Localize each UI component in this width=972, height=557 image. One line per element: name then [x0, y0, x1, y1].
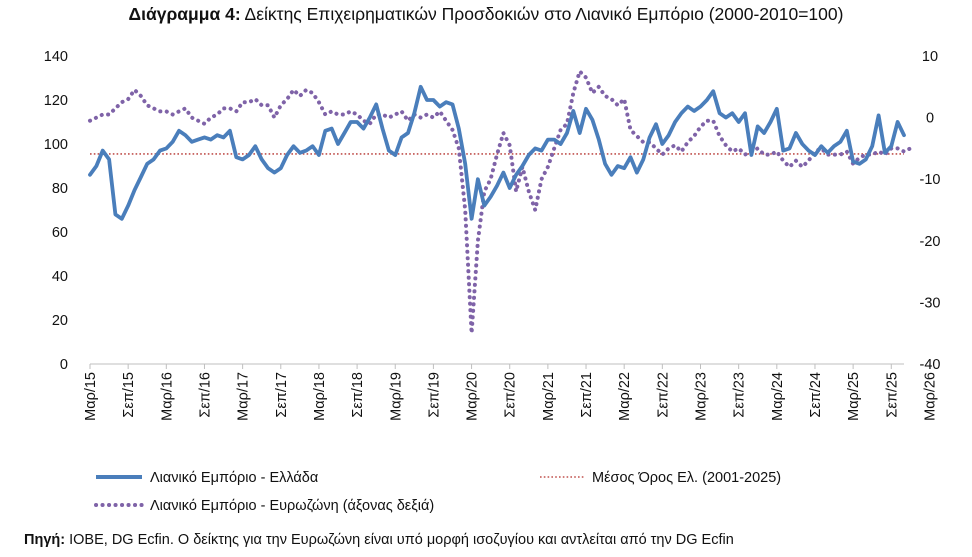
right-tick-label: 0	[926, 111, 934, 127]
chart-title: Διάγραμμα 4: Δείκτης Επιχειρηματικών Προ…	[0, 4, 972, 25]
left-axis-ticks: 0 20 40 60 80 100 120 140	[44, 49, 68, 373]
left-tick-label: 100	[44, 137, 68, 153]
x-tick-label: Μαρ/17	[236, 372, 252, 421]
line-chart: 0 20 40 60 80 100 120 140 -40 -30 -20 -10 0 10 Μαρ/1…	[44, 49, 941, 514]
right-tick-label: -30	[920, 295, 941, 311]
left-tick-label: 60	[52, 225, 68, 241]
left-tick-label: 120	[44, 93, 68, 109]
x-tick-label: Μαρ/15	[83, 372, 99, 421]
x-tick-label: Μαρ/16	[159, 372, 175, 421]
x-tick-label: Μαρ/23	[694, 372, 710, 421]
left-tick-label: 40	[52, 269, 68, 285]
legend-label-greece: Λιανικό Εμπόριο - Ελλάδα	[150, 470, 318, 486]
x-tick-label: Σεπ/18	[350, 372, 366, 418]
x-tick-label: Μαρ/21	[541, 372, 557, 421]
x-tick-label: Σεπ/25	[884, 372, 900, 418]
right-tick-label: 10	[922, 49, 938, 65]
x-tick-label: Σεπ/15	[121, 372, 137, 418]
x-tick-label: Σεπ/17	[274, 372, 290, 418]
right-tick-label: -10	[920, 172, 941, 188]
x-tick-label: Σεπ/21	[579, 372, 595, 418]
x-tick-label: Σεπ/16	[197, 372, 213, 418]
greece-series-layer	[88, 84, 906, 221]
x-axis-ticks: Μαρ/15 Σεπ/15 Μαρ/16 Σεπ/16 Μαρ/17 Σεπ/17 Μαρ/…	[83, 372, 938, 421]
x-tick-label: Μαρ/26	[922, 372, 938, 421]
x-tick-label: Σεπ/19	[426, 372, 442, 418]
x-tick-label: Μαρ/22	[617, 372, 633, 421]
left-tick-label: 20	[52, 313, 68, 329]
source-note: Πηγή: IOBE, DG Ecfin. O δείκτης για την …	[24, 532, 734, 548]
eurozone-series-layer	[88, 67, 913, 334]
x-tick-label: Σεπ/22	[655, 372, 671, 418]
chart-title-label: Διάγραμμα 4:	[128, 4, 241, 24]
legend-label-eurozone: Λιανικό Εμπόριο - Ευρωζώνη (άξονας δεξιά…	[150, 498, 434, 514]
right-axis-ticks: -40 -30 -20 -10 0 10	[920, 49, 941, 373]
series-greece-line	[88, 84, 906, 221]
x-tick-label: Σεπ/24	[808, 372, 824, 418]
right-tick-label: -20	[920, 234, 941, 250]
x-tick-label: Μαρ/19	[388, 372, 404, 421]
source-text: IOBE, DG Ecfin. O δείκτης για την Ευρωζώ…	[65, 532, 734, 548]
x-tick-label: Μαρ/24	[770, 372, 786, 421]
left-tick-label: 0	[60, 357, 68, 373]
legend: Λιανικό Εμπόριο - Ελλάδα Λιανικό Εμπόριο …	[94, 470, 781, 514]
x-tick-label: Μαρ/18	[312, 372, 328, 421]
x-tick-label: Μαρ/20	[465, 372, 481, 421]
left-tick-label: 80	[52, 181, 68, 197]
right-tick-label: -40	[920, 357, 941, 373]
legend-label-average: Μέσος Όρος Ελ. (2001-2025)	[592, 470, 781, 486]
left-tick-label: 140	[44, 49, 68, 65]
x-tick-label: Μαρ/25	[846, 372, 862, 421]
x-tick-label: Σεπ/20	[503, 372, 519, 418]
chart-title-text: Δείκτης Επιχειρηματικών Προσδοκιών στο Λ…	[240, 4, 844, 24]
series-eurozone-line	[88, 67, 913, 334]
x-tick-label: Σεπ/23	[732, 372, 748, 418]
axis-lines	[89, 363, 930, 369]
source-label: Πηγή:	[24, 532, 66, 548]
